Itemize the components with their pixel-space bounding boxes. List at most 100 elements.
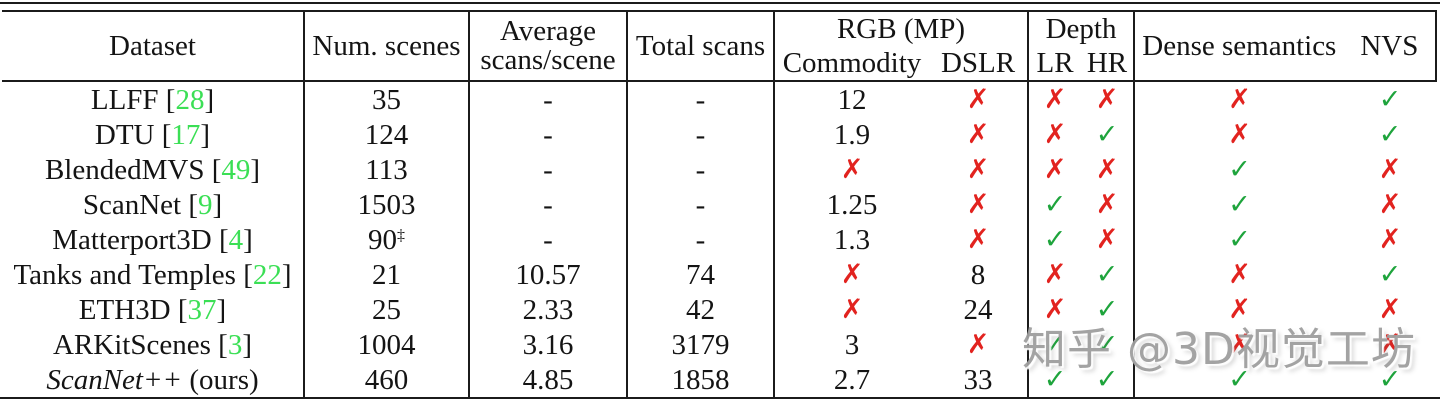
cross-icon: ✗: [1228, 84, 1251, 115]
num-scenes-value: 1503: [357, 188, 416, 221]
col-header-dataset: Dataset: [2, 11, 305, 81]
total-scans-value: -: [695, 188, 706, 221]
check-icon: ✓: [1043, 224, 1067, 255]
cell-nvs: ✗: [1344, 327, 1436, 362]
check-icon: ✓: [1095, 259, 1119, 290]
cell-value: 1.3: [833, 223, 871, 256]
cell-rgb-dslr: ✗: [929, 327, 1030, 362]
check-icon: ✓: [1378, 364, 1402, 395]
cell-depth-hr: ✗: [1081, 187, 1136, 222]
table-body: LLFF [28] 35 - - 12 ✗ ✗ ✗ ✗ ✓ DTU [17] 1…: [2, 80, 1437, 398]
cell-depth-lr: ✓: [1028, 222, 1081, 257]
cross-icon: ✗: [1378, 189, 1402, 220]
table-row: ARKitScenes [3] 1004 3.16 3179 3 ✗ ✓ ✓ ✗…: [2, 327, 1436, 362]
cell-avg-scans: 10.57: [469, 257, 628, 292]
footnote-marker: ‡: [397, 226, 405, 244]
check-icon: ✓: [1378, 84, 1402, 115]
citation-number: 3: [227, 328, 243, 361]
cell-nvs: ✗: [1344, 292, 1436, 327]
citation-number: 49: [221, 153, 251, 186]
avg-scans-line2: scans/scene: [480, 44, 616, 76]
cell-total-scans: -: [627, 222, 775, 257]
col-header-lr: LR: [1036, 47, 1074, 79]
total-scans-value: 74: [686, 258, 715, 291]
cell-rgb-dslr: ✗: [929, 222, 1030, 257]
cell-rgb-commodity: 1.9: [774, 117, 929, 152]
cell-depth-lr: ✗: [1028, 152, 1081, 187]
cross-icon: ✗: [1095, 84, 1119, 115]
table-row: LLFF [28] 35 - - 12 ✗ ✗ ✗ ✗ ✓: [2, 80, 1437, 117]
check-icon: ✓: [1043, 364, 1067, 395]
cell-depth-lr: ✗: [1028, 292, 1081, 327]
cell-rgb-dslr: ✗: [929, 117, 1030, 152]
cell-depth-hr: ✗: [1081, 222, 1136, 257]
cell-nvs: ✗: [1344, 222, 1436, 257]
cell-dataset: ETH3D [37]: [2, 292, 305, 327]
cross-icon: ✗: [966, 119, 990, 150]
check-icon: ✓: [1095, 119, 1119, 150]
cell-rgb-commodity: ✗: [774, 152, 929, 187]
cross-icon: ✗: [1095, 154, 1119, 185]
col-header-rgb-group: RGB (MP): [774, 11, 1030, 46]
cell-total-scans: -: [627, 152, 775, 187]
col-header-hr: HR: [1081, 46, 1136, 81]
dataset-name-suffix: (ours): [182, 363, 259, 396]
cell-dense-semantics: ✗: [1134, 292, 1344, 327]
table-row: BlendedMVS [49] 113 - - ✗ ✗ ✗ ✗ ✓ ✗: [2, 152, 1436, 187]
avg-scans-value: 3.16: [522, 328, 574, 361]
table-row: Tanks and Temples [22] 21 10.57 74 ✗ 8 ✗…: [2, 257, 1436, 292]
table-row: ETH3D [37] 25 2.33 42 ✗ 24 ✗ ✓ ✗ ✗: [2, 292, 1436, 327]
total-scans-value: 42: [686, 293, 715, 326]
num-scenes-value: 35: [372, 83, 401, 116]
table-top-rule: [0, 2, 1440, 4]
col-header-avg-scans: Average scans/scene: [469, 11, 628, 81]
cell-nvs: ✓: [1344, 80, 1437, 117]
cell-dataset: ScanNet [9]: [2, 187, 305, 222]
cell-depth-hr: ✓: [1081, 327, 1136, 362]
avg-scans-value: -: [543, 153, 553, 186]
cell-nvs: ✗: [1344, 152, 1436, 187]
cell-rgb-commodity: 1.25: [774, 187, 929, 222]
cell-depth-lr: ✓: [1028, 362, 1081, 398]
table-row: ScanNet++ (ours) 460 4.85 1858 2.7 33 ✓ …: [2, 362, 1436, 398]
total-scans-value: -: [695, 83, 706, 116]
avg-scans-value: -: [543, 118, 553, 151]
cell-num-scenes: 113: [304, 152, 470, 187]
citation-number: 22: [252, 258, 282, 291]
col-header-dslr: DSLR: [929, 46, 1030, 81]
total-scans-value: 3179: [671, 328, 730, 361]
avg-scans-line1: Average: [499, 15, 597, 47]
cell-nvs: ✓: [1344, 117, 1436, 152]
cell-total-scans: -: [627, 80, 775, 117]
cell-total-scans: 42: [627, 292, 775, 327]
col-header-depth-group: Depth: [1028, 11, 1136, 46]
avg-scans-value: -: [543, 223, 553, 256]
dataset-name: LLFF: [90, 83, 159, 116]
cross-icon: ✗: [840, 154, 864, 185]
cell-rgb-dslr: ✗: [929, 152, 1030, 187]
check-icon: ✓: [1378, 259, 1402, 290]
cell-nvs: ✗: [1344, 187, 1436, 222]
cell-depth-hr: ✓: [1081, 117, 1136, 152]
cell-num-scenes: 1503: [304, 187, 470, 222]
cell-dense-semantics: ✗: [1134, 117, 1344, 152]
table-row: Matterport3D [4] 90‡ - - 1.3 ✗ ✓ ✗ ✓ ✗: [2, 222, 1436, 257]
check-icon: ✓: [1228, 364, 1251, 395]
cell-rgb-commodity: 3: [774, 327, 929, 362]
num-scenes-value: 90: [368, 223, 398, 256]
cell-dense-semantics: ✓: [1134, 222, 1344, 257]
cross-icon: ✗: [966, 154, 990, 185]
check-icon: ✓: [1378, 119, 1402, 150]
cell-rgb-commodity: 2.7: [774, 362, 929, 398]
num-scenes-value: 460: [364, 363, 409, 396]
cell-nvs: ✓: [1344, 362, 1436, 398]
cell-rgb-dslr: 8: [929, 257, 1030, 292]
cross-icon: ✗: [840, 294, 864, 325]
dataset-comparison-table: Dataset Num. scenes Average scans/scene …: [2, 10, 1438, 399]
total-scans-value: 1858: [671, 363, 730, 396]
dataset-name: ARKitScenes: [53, 328, 211, 361]
cross-icon: ✗: [1228, 119, 1251, 150]
cell-depth-lr: ✓: [1028, 327, 1081, 362]
table-row: DTU [17] 124 - - 1.9 ✗ ✗ ✓ ✗ ✓: [2, 117, 1436, 152]
cell-dense-semantics: ✗: [1134, 327, 1344, 362]
